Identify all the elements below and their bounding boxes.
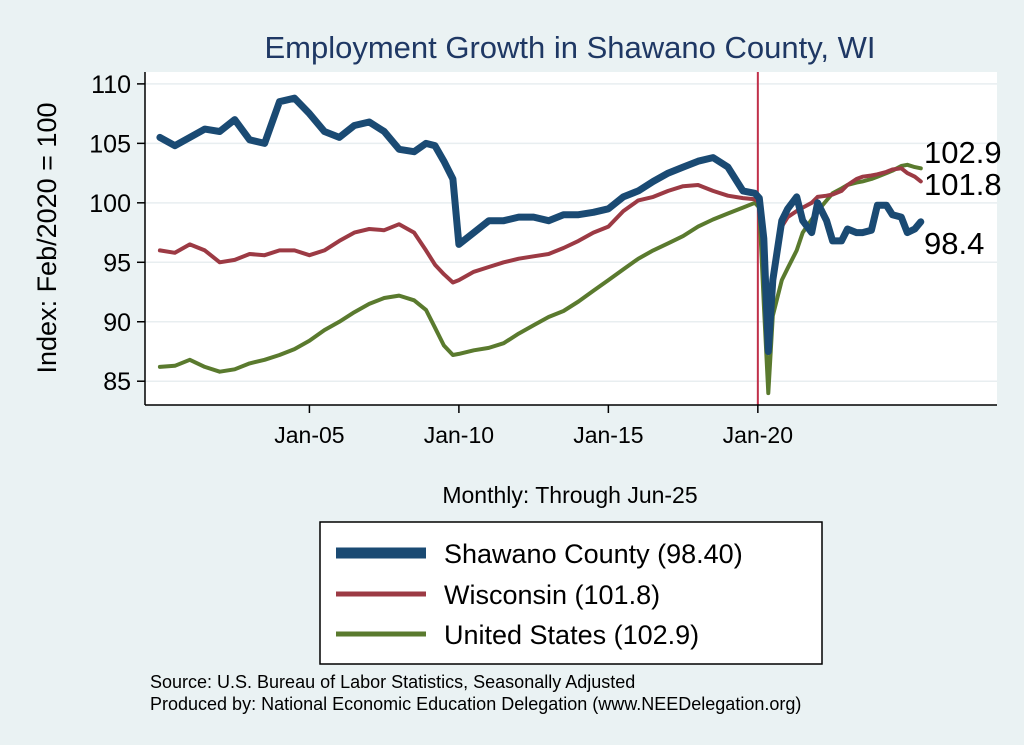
legend-label-wisconsin: Wisconsin (101.8): [444, 580, 660, 610]
series-line-wisconsin: [157, 166, 923, 336]
end-label-shawano-county: 98.4: [924, 226, 984, 261]
y-tick-label: 95: [103, 249, 131, 277]
end-label-wisconsin: 101.8: [924, 167, 1002, 202]
y-tick-label: 110: [91, 71, 131, 99]
x-tick-label: Jan-10: [424, 422, 494, 448]
y-axis-label: Index: Feb/2020 = 100: [32, 103, 62, 374]
legend-label-shawano: Shawano County (98.40): [444, 539, 743, 569]
x-ticks: Jan-05 Jan-10 Jan-15 Jan-20: [274, 405, 793, 448]
y-tick-label: 85: [103, 368, 131, 396]
y-tick-label: 100: [89, 190, 131, 218]
producer-note: Produced by: National Economic Education…: [150, 694, 801, 714]
plot-area: [145, 72, 997, 405]
y-ticks: 85 90 95 100 105 110: [89, 71, 145, 396]
x-tick-label: Jan-05: [274, 422, 344, 448]
legend-label-us: United States (102.9): [444, 620, 699, 650]
series-lines: [156, 94, 925, 396]
x-axis-label: Monthly: Through Jun-25: [442, 482, 697, 508]
end-label-united-states: 102.9: [924, 135, 1002, 170]
legend-box: [319, 521, 823, 665]
chart-title: Employment Growth in Shawano County, WI: [264, 30, 875, 65]
y-tick-label: 90: [103, 309, 131, 337]
series-line-shawano-county: [156, 94, 925, 355]
gridlines: [145, 83, 997, 382]
source-note: Source: U.S. Bureau of Labor Statistics,…: [150, 672, 635, 692]
x-tick-label: Jan-15: [573, 422, 643, 448]
y-tick-label: 105: [89, 130, 131, 158]
x-tick-label: Jan-20: [723, 422, 793, 448]
